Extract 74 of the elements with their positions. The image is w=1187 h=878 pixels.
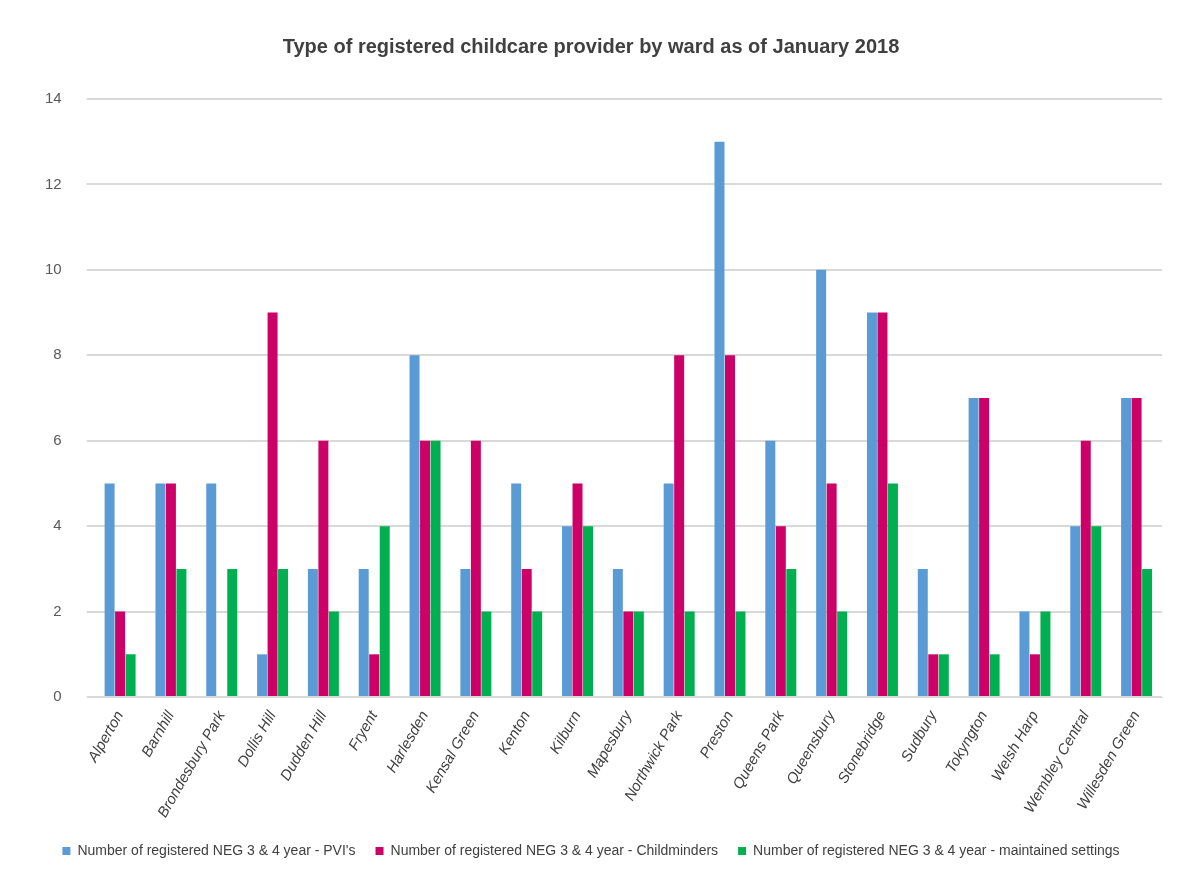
bar [714,141,725,697]
y-tick-label: 14 [45,89,62,107]
bar [765,440,776,697]
y-tick-label: 10 [45,260,62,278]
bar [125,654,136,697]
bar [968,398,979,697]
bar [979,398,990,697]
bar [420,440,431,697]
bar [928,654,939,697]
bar [663,483,674,697]
legend-label: Number of registered NEG 3 & 4 year - Childminders [390,841,719,858]
bar [104,483,115,697]
bar [725,355,735,697]
bar [826,483,837,697]
bar [775,526,786,697]
bar [735,611,746,697]
legend-label: Number of registered NEG 3 & 4 year - PVI's [77,841,356,858]
bar [521,568,532,697]
legend-label: Number of registered NEG 3 & 4 year - maintained settings [753,841,1120,858]
bar [369,654,380,697]
bar [674,355,685,697]
bar [165,483,176,697]
bar [176,568,187,697]
bar [115,611,126,697]
bar [612,568,623,697]
bar [278,568,289,697]
chart-title: Type of registered childcare provider by ward as of January 2018 [282,34,900,57]
bar [1131,398,1142,697]
bar [917,568,928,697]
bar [684,611,695,697]
bar [206,483,217,697]
bar [837,611,848,697]
bar [470,440,481,697]
bar [633,611,644,697]
bar [866,312,877,697]
bar [1029,654,1040,697]
bar [623,611,634,697]
bar [562,526,572,697]
bar [358,568,369,697]
bar [155,483,166,697]
bar [328,611,339,697]
bar [318,440,329,697]
bar [1080,440,1091,697]
bar [460,568,471,697]
bar [307,568,318,697]
bar [267,312,278,697]
y-tick-label: 2 [53,601,62,619]
y-tick-label: 4 [53,516,62,534]
bar [481,611,492,697]
bar [887,483,898,697]
y-tick-label: 0 [53,687,62,705]
bar [1091,526,1102,697]
bar [786,568,797,697]
bar [1019,611,1030,697]
bar [572,483,583,697]
y-tick-label: 12 [45,174,62,192]
bar [1142,568,1153,697]
bar [877,312,888,697]
bar [1121,398,1132,697]
bar [532,611,543,697]
bar [511,483,522,697]
bar [989,654,1000,697]
bar [816,269,827,697]
bar [1070,526,1081,697]
bar [379,526,390,697]
bar [430,440,441,697]
bar [938,654,949,697]
bar [1040,611,1051,697]
bar [409,355,420,697]
y-tick-label: 8 [53,345,62,363]
y-tick-label: 6 [53,430,62,448]
bar [227,568,238,697]
bar [257,654,268,697]
bar [583,526,594,697]
